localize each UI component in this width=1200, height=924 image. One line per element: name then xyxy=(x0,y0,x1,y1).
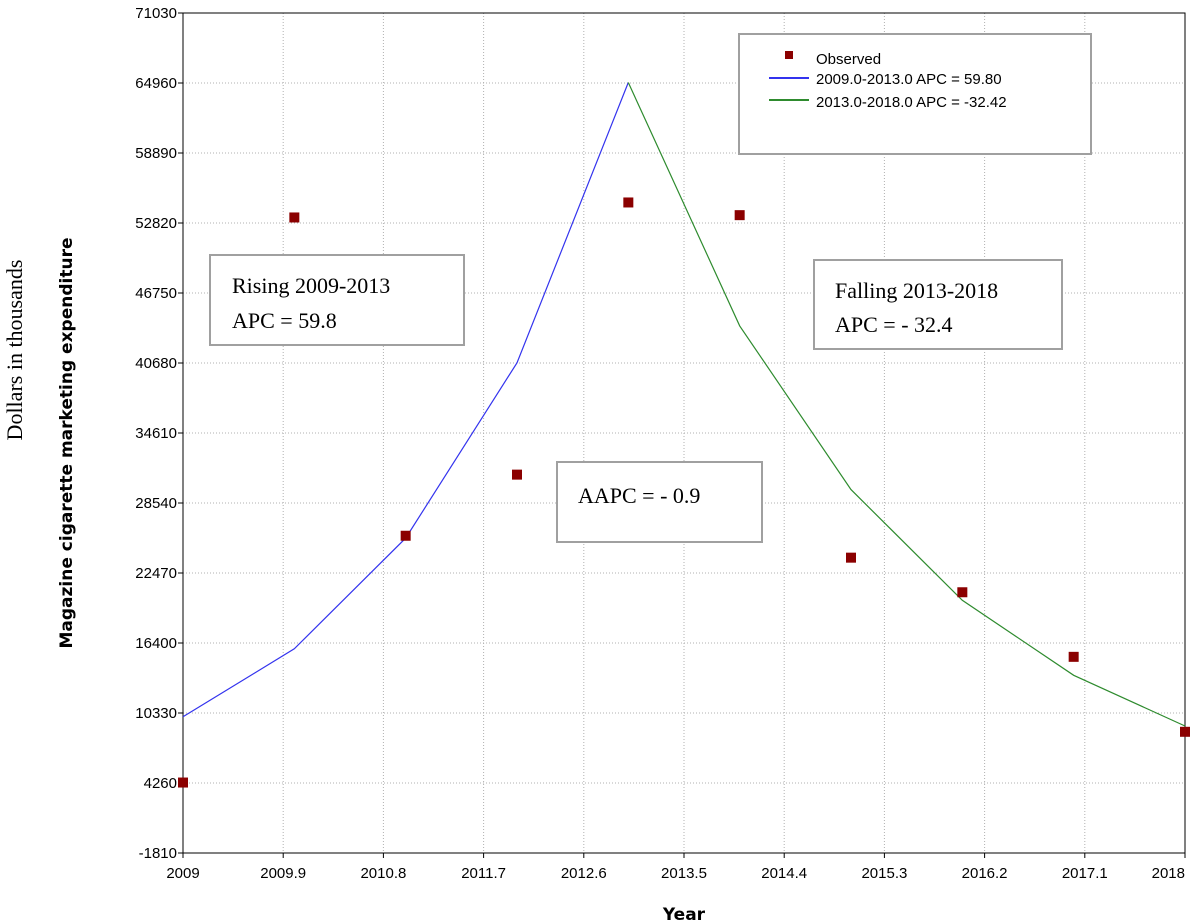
legend-rising-label: 2009.0-2013.0 APC = 59.80 xyxy=(816,71,1002,88)
annotation-aapc: AAPC = - 0.9 xyxy=(556,461,763,543)
annotation-rising: Rising 2009-2013 APC = 59.8 xyxy=(209,254,465,346)
y-axis-title: Magazine cigarette marketing expenditure xyxy=(57,238,77,649)
y-tick-label: 22470 xyxy=(135,565,177,582)
y-tick-label: 28540 xyxy=(135,495,177,512)
legend-observed-label: Observed xyxy=(816,51,881,68)
y-tick-label: 34610 xyxy=(135,425,177,442)
legend-box xyxy=(738,33,1092,155)
observed-point xyxy=(1068,651,1079,662)
x-tick-label: 2010.8 xyxy=(360,865,406,882)
observed-point xyxy=(623,197,634,208)
annotation-aapc-box xyxy=(556,461,763,543)
y-tick-label: 16400 xyxy=(135,635,177,652)
annotation-rising-title: Rising 2009-2013 xyxy=(232,273,390,298)
series xyxy=(178,82,1190,788)
grid xyxy=(183,13,1185,853)
x-tick-label: 2009.9 xyxy=(260,865,306,882)
x-tick-label: 2012.6 xyxy=(561,865,607,882)
x-tick-label: 2009 xyxy=(166,865,199,882)
annotation-rising-box xyxy=(209,254,465,346)
y-tick-label: 46750 xyxy=(135,285,177,302)
y-tick-label: 58890 xyxy=(135,145,177,162)
x-tick-label: 2011.7 xyxy=(461,865,506,882)
x-tick-label: 2018 xyxy=(1152,865,1185,882)
observed-point xyxy=(1180,726,1190,737)
y-tick-label: 10330 xyxy=(135,705,177,722)
series-line-1 xyxy=(182,82,629,718)
annotation-falling: Falling 2013-2018 APC = - 32.4 xyxy=(813,259,1063,350)
x-axis-title: Year xyxy=(662,905,706,924)
series-line-2 xyxy=(627,82,1186,727)
legend-falling-label: 2013.0-2018.0 APC = -32.42 xyxy=(816,94,1007,111)
y-tick-label: 71030 xyxy=(135,5,177,22)
y-tick-label: -1810 xyxy=(139,845,177,862)
observed-point xyxy=(512,469,522,480)
outer-y-label: Dollars in thousands xyxy=(2,260,27,441)
x-tick-label: 2015.3 xyxy=(861,865,907,882)
annotation-aapc-text: AAPC = - 0.9 xyxy=(578,483,700,508)
observed-point xyxy=(178,777,188,788)
y-tick-label: 52820 xyxy=(135,215,177,232)
legend: Observed 2009.0-2013.0 APC = 59.80 2013.… xyxy=(738,33,1092,155)
x-axis-ticks: 2009 2009.9 2010.8 2011.7 2012.6 2013.5 2014.4… xyxy=(166,853,1186,882)
observed-point xyxy=(846,552,856,563)
annotation-falling-title: Falling 2013-2018 xyxy=(835,278,998,303)
legend-observed-marker xyxy=(785,51,793,59)
annotation-rising-apc: APC = 59.8 xyxy=(232,308,337,333)
annotation-falling-apc: APC = - 32.4 xyxy=(835,312,953,337)
observed-point xyxy=(289,212,300,223)
observed-point xyxy=(734,210,745,221)
observed-point xyxy=(957,587,968,598)
x-tick-label: 2016.2 xyxy=(962,865,1008,882)
y-axis-ticks: 71030 64960 58890 52820 46750 40680 34610 28540… xyxy=(135,5,183,862)
x-tick-label: 2013.5 xyxy=(661,865,707,882)
y-tick-label: 4260 xyxy=(144,775,177,792)
x-tick-label: 2017.1 xyxy=(1062,865,1108,882)
y-tick-label: 64960 xyxy=(135,75,177,92)
observed-point xyxy=(400,530,411,541)
x-tick-label: 2014.4 xyxy=(761,865,807,882)
y-tick-label: 40680 xyxy=(135,355,177,372)
annotation-falling-box xyxy=(813,259,1063,350)
